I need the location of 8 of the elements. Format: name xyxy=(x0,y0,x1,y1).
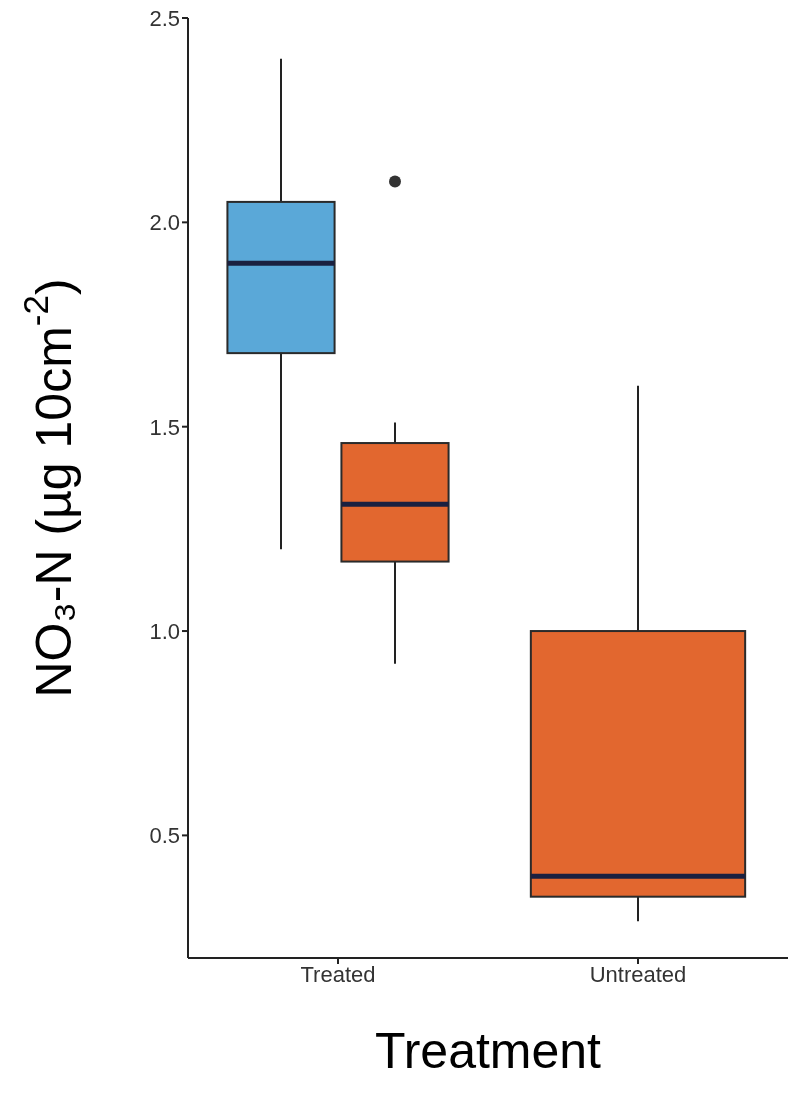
y-tick-label: 1.0 xyxy=(149,618,180,644)
y-tick-label: 0.5 xyxy=(149,823,180,849)
x-axis-title: Treatment xyxy=(374,1023,602,1079)
y-tick-label: 2.0 xyxy=(149,210,180,236)
y-tick-label: 2.5 xyxy=(149,5,180,31)
x-tick-label: Treated xyxy=(300,961,376,987)
y-tick-label: 1.5 xyxy=(149,414,180,440)
x-tick-label: Untreated xyxy=(589,961,687,987)
